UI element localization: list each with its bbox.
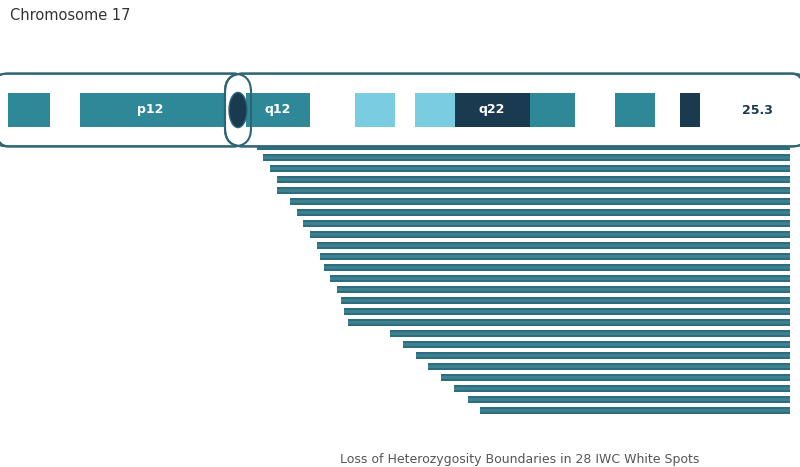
Bar [348,319,790,326]
Bar [480,407,790,414]
Bar [246,93,310,127]
Bar [290,198,790,205]
Bar [250,134,790,137]
Bar [455,93,530,127]
Bar [277,176,790,183]
Bar [320,255,790,258]
Bar [317,242,790,249]
Bar [330,275,790,282]
Bar [416,352,790,359]
Bar [310,231,790,238]
Bar [416,354,790,357]
Bar [8,93,50,127]
Bar [337,286,790,293]
Bar [344,308,790,315]
Bar [355,93,395,127]
Bar [250,132,790,139]
Text: Chromosome 17: Chromosome 17 [10,8,130,23]
Ellipse shape [229,92,247,127]
Text: Loss of Heterozygosity Boundaries in 28 IWC White Spots: Loss of Heterozygosity Boundaries in 28 … [340,453,700,466]
Bar [341,297,790,304]
Bar [324,264,790,271]
Bar [237,112,790,115]
FancyBboxPatch shape [225,74,800,146]
Bar [80,93,225,127]
Bar [428,363,790,370]
Bar [277,178,790,181]
Bar [270,167,790,170]
Text: q12: q12 [265,104,291,116]
Bar [403,341,790,348]
Bar [277,189,790,192]
Bar [277,187,790,194]
Bar [243,123,790,126]
Bar [297,209,790,216]
Text: q22: q22 [479,104,505,116]
Bar [530,93,575,127]
Bar [324,266,790,269]
Bar [270,165,790,172]
Bar [263,156,790,159]
FancyBboxPatch shape [0,74,251,146]
Bar [310,233,790,236]
Bar [390,330,790,337]
Bar [480,409,790,412]
Bar [454,385,790,392]
Bar [341,299,790,302]
Bar [348,321,790,324]
Bar [320,253,790,260]
Bar [257,143,790,150]
Bar [317,244,790,247]
Bar [337,288,790,291]
Bar [243,121,790,128]
Bar [290,200,790,203]
Text: 25.3: 25.3 [742,104,773,116]
Bar [415,93,455,127]
Bar [390,332,790,335]
Bar [263,154,790,161]
Bar [468,398,790,401]
Bar [454,387,790,390]
Bar [257,145,790,148]
Bar [468,396,790,403]
Bar [441,374,790,381]
Bar [303,222,790,225]
Bar [237,110,790,117]
Text: p12: p12 [137,104,163,116]
Bar [615,93,655,127]
Bar [297,211,790,214]
Bar [344,310,790,313]
Bar [428,365,790,368]
Bar [330,277,790,280]
Bar [303,220,790,227]
Bar [403,343,790,346]
Bar [441,376,790,379]
Bar [680,93,700,127]
